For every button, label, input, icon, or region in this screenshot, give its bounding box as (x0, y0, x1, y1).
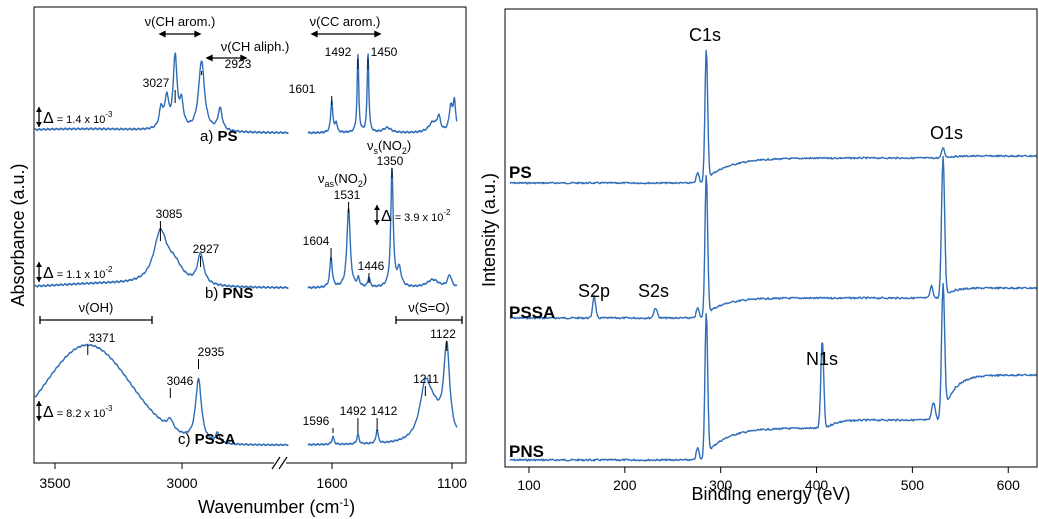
annot-cc-arom: ν(CC arom.) (310, 14, 381, 29)
scale-pssa-arrow-down (36, 416, 42, 421)
ftir-peak-label-3046: 3046 (167, 374, 194, 388)
ftir-peak-label-1446: 1446 (358, 259, 385, 273)
ftir-peak-label-1492: 1492 (340, 404, 367, 418)
ftir-peak-label-1601: 1601 (289, 82, 316, 96)
ftir-trace-pns (34, 167, 458, 290)
peak-label-o1s: O1s (930, 123, 963, 143)
axis-break (271, 456, 288, 470)
ftir-peak-label-2927: 2927 (193, 242, 220, 256)
arrow-right (374, 30, 382, 38)
xps-series-pns: PNS (509, 442, 544, 461)
xps-ticklabel-300: 300 (709, 477, 733, 493)
xps-ticklabel-600: 600 (997, 477, 1021, 493)
annot-ch-aliph: ν(CH aliph.) (221, 39, 290, 54)
scale-pns-arrow-down (36, 277, 42, 282)
scale-ps-label: Δ = 1.4 x 10-3 (43, 110, 113, 127)
ftir-panel: 3500 3000 1600 1100 Wavenumber (cm-1) Ab… (8, 6, 467, 517)
annot-so: ν(S=O) (408, 300, 450, 315)
series-label-pssa: c) PSSA (178, 431, 236, 448)
ftir-peak-label-3085: 3085 (156, 207, 183, 221)
ftir-peak-label-1412: 1412 (371, 404, 398, 418)
xps-plot-frame (504, 8, 1038, 468)
arrow-right (240, 54, 248, 62)
ftir-peak-label-1604: 1604 (303, 234, 330, 248)
arrow-left (310, 30, 318, 38)
ftir-xlabel: Wavenumber (cm-1) (198, 497, 355, 517)
peak-label-s2s: S2s (638, 281, 669, 301)
scale-pns-label: Δ = 1.1 x 10-2 (43, 265, 113, 282)
annot-oh: ν(OH) (79, 300, 114, 315)
xps-series-ps: PS (509, 163, 532, 182)
ftir-trace-pssa (34, 340, 458, 447)
xps-ticklabel-500: 500 (901, 477, 925, 493)
xps-ticklabel-100: 100 (517, 477, 541, 493)
ftir-peak-label-1531: 1531 (334, 188, 361, 202)
xps-ticklabel-200: 200 (613, 477, 637, 493)
ftir-ticklabel-1600: 1600 (316, 475, 347, 491)
xps-xlabel: Binding energy (eV) (691, 484, 850, 504)
ftir-trace-ps (34, 52, 458, 135)
arrow-left (158, 30, 166, 38)
xps-trace-pssa (509, 155, 1038, 320)
scale-ps-arrow-down (36, 122, 42, 127)
scale-pssa-arrow-up (36, 401, 42, 406)
ftir-ticklabel-3500: 3500 (39, 475, 70, 491)
scale-pns-arrow-up (36, 262, 42, 267)
ftir-peak-label-1596: 1596 (303, 414, 330, 428)
xps-panel: 100 200 300 400 500 600 Binding energy (eV) I… (479, 8, 1038, 504)
ftir-ticklabel-3000: 3000 (166, 475, 197, 491)
scale-pns-extra-arrow-up (374, 205, 380, 210)
peak-label-c1s: C1s (689, 25, 721, 45)
ftir-peak-label-1122: 1122 (430, 327, 456, 341)
series-label-pns: b) PNS (205, 285, 253, 302)
xps-ticklabel-400: 400 (805, 477, 829, 493)
peak-label-n1s: N1s (806, 349, 838, 369)
ftir-peak-label-2923: 2923 (225, 57, 252, 71)
ftir-peak-label-3027: 3027 (143, 76, 170, 90)
ftir-peak-label-1211: 1211 (413, 372, 439, 386)
ftir-ticklabel-1100: 1100 (437, 475, 467, 491)
annot-nas: νas(NO2) (318, 171, 367, 189)
xps-series-pssa: PSSA (509, 303, 555, 322)
ftir-peak-label-1350: 1350 (377, 154, 404, 168)
ftir-peak-label-1450: 1450 (371, 45, 398, 59)
ftir-peak-label-3371: 3371 (89, 331, 116, 345)
series-label-ps: a) PS (200, 128, 238, 145)
ftir-plot-frame (33, 6, 467, 464)
scale-ps-arrow-up (36, 107, 42, 112)
ftir-peak-label-1492: 1492 (325, 45, 352, 59)
ftir-ylabel: Absorbance (a.u.) (8, 163, 28, 306)
scale-pns-extra-label: Δ = 3.9 x 10-2 (381, 208, 451, 225)
ftir-peak-label-2935: 2935 (198, 345, 225, 359)
peak-label-s2p: S2p (578, 281, 610, 301)
annot-ns: νs(NO2) (367, 138, 411, 156)
xps-trace-pns (509, 282, 1038, 462)
scale-pns-extra-arrow-down (374, 220, 380, 225)
xps-ylabel: Intensity (a.u.) (479, 173, 499, 287)
xps-trace-ps (509, 49, 1038, 185)
arrow-right (194, 30, 202, 38)
annot-ch-arom: ν(CH arom.) (145, 14, 216, 29)
arrow-left (205, 54, 213, 62)
scale-pssa-label: Δ = 8.2 x 10-3 (43, 404, 113, 421)
